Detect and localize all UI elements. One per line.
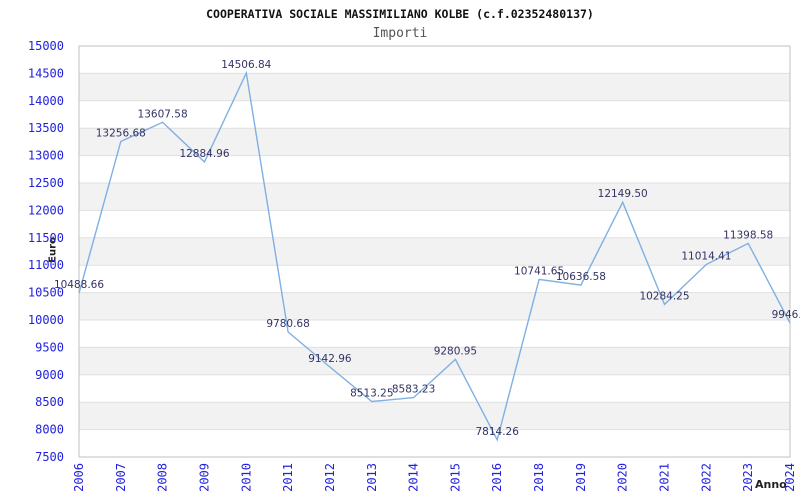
data-point-label: 7814.26 (475, 426, 519, 438)
x-tick-label: 2008 (156, 463, 170, 492)
plot-border (78, 45, 791, 458)
x-tick-label: 2013 (365, 463, 379, 492)
plot-band (79, 73, 790, 101)
plot-band (79, 237, 790, 266)
x-tick-label: 2018 (532, 463, 546, 492)
data-point-label: 9142.96 (308, 353, 352, 365)
x-tick-label: 2020 (616, 463, 630, 492)
plot-band (79, 128, 790, 156)
x-tick-label: 2007 (114, 463, 128, 492)
x-tick-label: 2023 (741, 463, 755, 492)
x-tick-label: 2021 (658, 463, 672, 492)
plot-band (79, 183, 790, 211)
x-tick-label: 2011 (281, 463, 295, 492)
series-line (78, 70, 791, 442)
x-tick-label: 2016 (490, 463, 504, 492)
data-point-label: 10741.65 (514, 265, 564, 277)
data-point-label: 9780.68 (266, 318, 309, 330)
data-point-label: 12149.50 (598, 188, 648, 200)
data-point-label: 14506.84 (221, 59, 271, 71)
y-tick-label: 9000 (35, 368, 64, 382)
y-tick-label: 8000 (35, 423, 64, 437)
data-point-label: 11014.41 (681, 250, 731, 262)
y-tick-label: 8500 (35, 395, 64, 409)
y-tick-label: 7500 (35, 450, 64, 464)
y-tick-label: 15000 (28, 39, 64, 53)
x-axis-title: Anno (755, 478, 787, 491)
x-tick-label: 2015 (448, 463, 462, 492)
data-point-label: 10488.66 (54, 279, 104, 291)
data-point-label: 13256.68 (96, 128, 146, 140)
y-tick-label: 12500 (28, 176, 64, 190)
data-point-label: 10284.25 (639, 290, 689, 302)
data-point-label: 8513.25 (350, 388, 393, 400)
data-point-label: 9946.8 (772, 309, 800, 321)
y-tick-label: 9500 (35, 340, 64, 354)
x-tick-label: 2022 (699, 463, 713, 492)
data-point-label: 8583.23 (392, 384, 435, 396)
x-tick-label: 2019 (574, 463, 588, 492)
x-tick-label: 2014 (407, 463, 421, 492)
plot-band (79, 347, 790, 375)
y-tick-label: 10500 (28, 286, 64, 300)
plot-band (79, 402, 790, 430)
y-tick-label: 12000 (28, 203, 64, 217)
data-point-label: 9280.95 (434, 345, 477, 357)
y-tick-label: 11500 (28, 231, 64, 245)
x-tick-label: 2009 (198, 463, 212, 492)
y-tick-label: 13000 (28, 149, 64, 163)
data-point-label: 12884.96 (179, 148, 229, 160)
y-tick-label: 14000 (28, 94, 64, 108)
data-point-label: 11398.58 (723, 229, 773, 241)
y-tick-label: 11000 (28, 258, 64, 272)
chart-title: COOPERATIVA SOCIALE MASSIMILIANO KOLBE (… (206, 7, 594, 21)
x-tick-label: 2024 (783, 463, 797, 492)
x-tick-label: 2006 (72, 463, 86, 492)
chart-subtitle: Importi (372, 26, 428, 41)
x-tick-label: 2010 (239, 463, 253, 492)
y-tick-label: 14500 (28, 66, 64, 80)
y-tick-label: 13500 (28, 121, 64, 135)
data-point-label: 10636.58 (556, 271, 606, 283)
y-tick-label: 10000 (28, 313, 64, 327)
x-tick-label: 2012 (323, 463, 337, 492)
data-point-label: 13607.58 (138, 108, 188, 120)
